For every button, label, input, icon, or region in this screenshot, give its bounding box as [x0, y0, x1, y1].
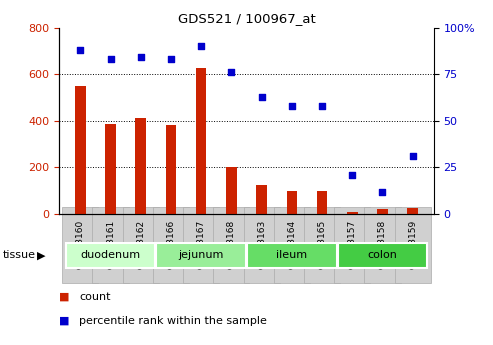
Bar	[377, 209, 388, 214]
Point	[349, 172, 356, 178]
Point	[76, 47, 84, 53]
Text: ■: ■	[59, 292, 70, 302]
Point	[318, 103, 326, 109]
Point	[227, 70, 235, 75]
Text: duodenum: duodenum	[80, 250, 141, 260]
Bar	[196, 68, 207, 214]
Bar	[166, 125, 176, 214]
Text: jejunum: jejunum	[178, 250, 224, 260]
Bar	[256, 185, 267, 214]
Point	[106, 57, 114, 62]
Bar	[247, 243, 337, 268]
Point	[197, 43, 205, 49]
Text: tissue: tissue	[2, 250, 35, 260]
Point	[379, 189, 387, 194]
Bar	[317, 190, 327, 214]
Point	[409, 154, 417, 159]
Text: count: count	[79, 292, 110, 302]
Text: ■: ■	[59, 316, 70, 326]
Bar	[226, 167, 237, 214]
Bar	[105, 124, 116, 214]
Bar	[136, 118, 146, 214]
Bar	[347, 212, 357, 214]
Text: percentile rank within the sample: percentile rank within the sample	[79, 316, 267, 326]
Bar	[75, 86, 86, 214]
Bar	[338, 243, 427, 268]
Bar	[407, 208, 418, 214]
Bar	[66, 243, 155, 268]
Bar	[286, 190, 297, 214]
Text: colon: colon	[368, 250, 397, 260]
Text: ▶: ▶	[37, 250, 45, 260]
Point	[167, 57, 175, 62]
Point	[258, 94, 266, 99]
Point	[288, 103, 296, 109]
Title: GDS521 / 100967_at: GDS521 / 100967_at	[177, 12, 316, 25]
Point	[137, 55, 144, 60]
Text: ileum: ileum	[276, 250, 308, 260]
Bar	[156, 243, 246, 268]
